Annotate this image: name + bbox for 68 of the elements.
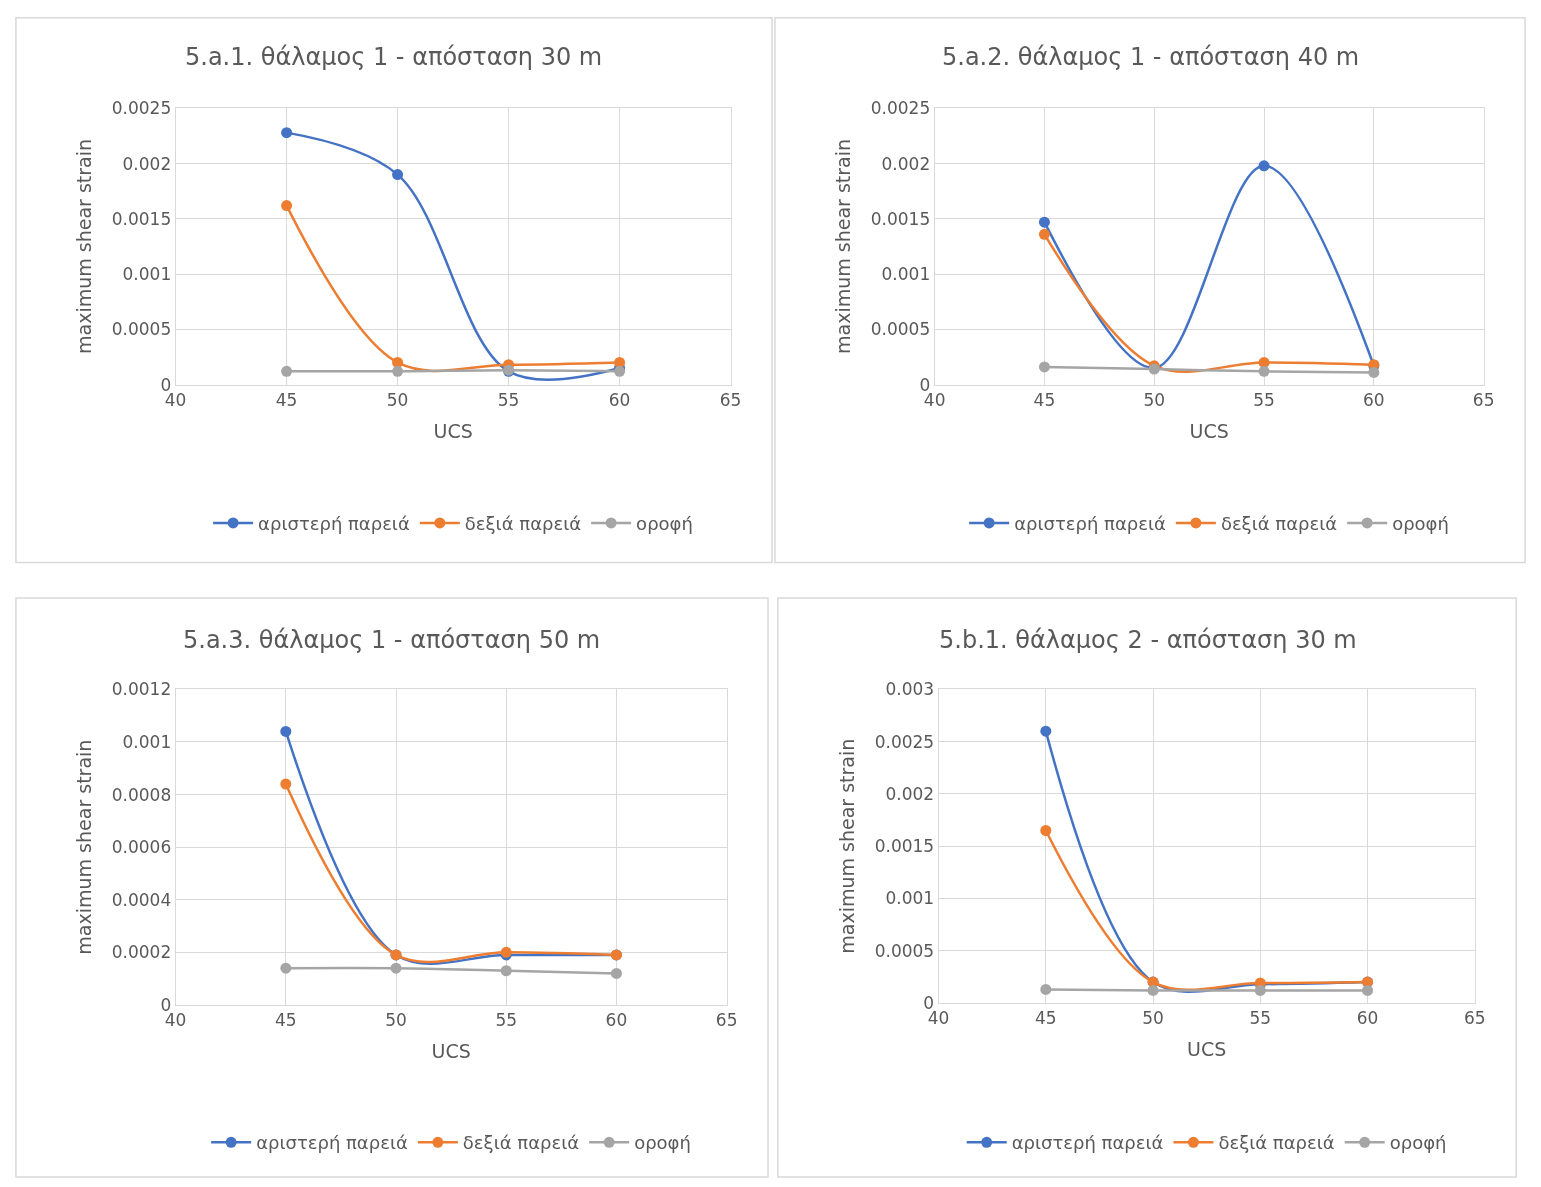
y-tick-label: 0.0004 [111, 889, 172, 910]
y-tick-label: 0.0015 [111, 208, 172, 229]
y-tick-label: 0.0005 [874, 940, 935, 961]
y-axis-title: maximum shear strain [835, 738, 858, 954]
y-tick-label: 0.001 [122, 264, 172, 285]
y-tick-label: 0.0006 [111, 837, 172, 858]
y-tick-label: 0.002 [885, 783, 935, 804]
y-tick-label: 0.003 [885, 679, 935, 700]
x-tick-label: 45 [275, 1010, 297, 1031]
x-tick-label: 65 [1472, 389, 1495, 410]
y-axis-title: maximum shear strain [831, 138, 854, 354]
legend-label: αριστερή παρειά [1014, 512, 1166, 534]
legend-label: οροφή [636, 512, 693, 534]
legend-label: οροφή [1389, 1132, 1447, 1154]
y-tick-label: 0.0005 [111, 319, 172, 340]
x-tick-label: 60 [1363, 389, 1385, 410]
y-tick-label: 0.0015 [870, 208, 931, 229]
x-tick-label: 45 [1033, 389, 1056, 410]
y-tick-label: 0.001 [881, 264, 931, 285]
chart-title: 5.b.1. θάλαμος 2 - απόσταση 30 m [939, 626, 1357, 654]
y-tick-label: 0.001 [122, 731, 172, 752]
y-axis-title: maximum shear strain [72, 739, 95, 955]
y-tick-label: 0.0025 [111, 98, 172, 119]
x-tick-label: 50 [385, 1010, 407, 1031]
y-tick-label: 0.0015 [874, 836, 935, 857]
y-tick-label: 0.0025 [870, 98, 931, 119]
x-axis-title: UCS [1189, 419, 1229, 442]
legend-label: δεξιά παρειά [1220, 512, 1338, 534]
legend-label: δεξιά παρειά [464, 512, 582, 534]
y-tick-label: 0.0012 [111, 679, 172, 700]
x-tick-label: 45 [1035, 1008, 1057, 1029]
y-tick-label: 0.0002 [111, 942, 172, 963]
x-axis-title: UCS [431, 1040, 471, 1063]
legend-label: δεξιά παρειά [462, 1132, 580, 1154]
x-tick-label: 55 [497, 389, 520, 410]
x-tick-label: 65 [1463, 1008, 1486, 1029]
y-tick-label: 0.001 [885, 888, 935, 909]
y-axis-title: maximum shear strain [72, 138, 95, 354]
x-tick-label: 40 [164, 1010, 187, 1031]
x-tick-label: 50 [386, 389, 409, 410]
legend-label: αριστερή παρειά [258, 512, 410, 534]
x-tick-label: 40 [927, 1008, 950, 1029]
legend-label: αριστερή παρειά [1011, 1132, 1164, 1154]
y-tick-label: 0.0008 [111, 784, 172, 805]
x-tick-label: 55 [1249, 1008, 1272, 1029]
legend-label: δεξιά παρειά [1218, 1132, 1335, 1154]
x-tick-label: 55 [1253, 389, 1275, 410]
legend-label: οροφή [634, 1132, 691, 1154]
x-tick-label: 60 [1356, 1008, 1379, 1029]
legend-label: αριστερή παρειά [256, 1132, 408, 1154]
chart-title: 5.a.2. θάλαμος 1 - απόσταση 40 m [942, 43, 1360, 71]
chart-title: 5.a.3. θάλαμος 1 - απόσταση 50 m [183, 626, 601, 654]
x-axis-title: UCS [433, 419, 473, 442]
x-tick-label: 55 [495, 1010, 518, 1031]
y-tick-label: 0.002 [881, 153, 931, 174]
legend-label: οροφή [1392, 512, 1449, 534]
y-tick-label: 0.0025 [874, 731, 935, 752]
x-axis-title: UCS [1187, 1038, 1227, 1061]
chart-title: 5.a.1. θάλαμος 1 - απόσταση 30 m [185, 43, 603, 71]
x-tick-label: 50 [1143, 389, 1166, 410]
y-tick-label: 0.0005 [870, 319, 931, 340]
x-tick-label: 60 [608, 389, 631, 410]
x-tick-label: 45 [275, 389, 298, 410]
x-tick-label: 50 [1142, 1008, 1164, 1029]
x-tick-label: 65 [715, 1010, 738, 1031]
x-tick-label: 60 [605, 1010, 628, 1031]
x-tick-label: 65 [719, 389, 742, 410]
y-tick-label: 0.002 [122, 153, 172, 174]
